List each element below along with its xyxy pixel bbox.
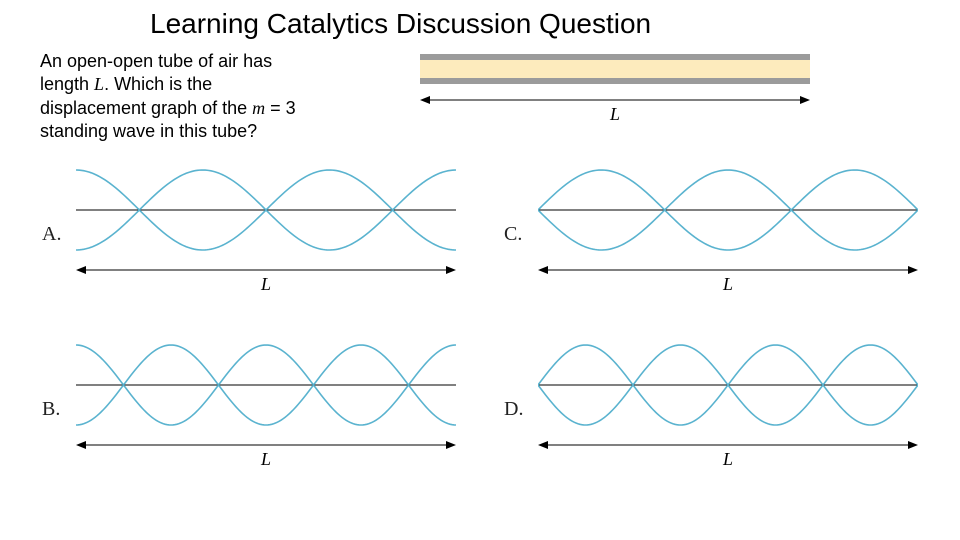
option-d[interactable]: D. L xyxy=(504,337,918,482)
option-a[interactable]: A. L xyxy=(42,162,456,307)
question-prompt: An open-open tube of air has length L. W… xyxy=(40,50,420,144)
wave-diagram: L xyxy=(76,337,456,482)
option-label: B. xyxy=(42,398,70,421)
svg-text:L: L xyxy=(260,274,271,294)
wave-diagram: L xyxy=(538,162,918,307)
option-label: D. xyxy=(504,398,532,421)
option-label: C. xyxy=(504,223,532,246)
option-c[interactable]: C. L xyxy=(504,162,918,307)
page-title: Learning Catalytics Discussion Question xyxy=(150,8,940,40)
svg-text:L: L xyxy=(260,449,271,469)
option-b[interactable]: B. L xyxy=(42,337,456,482)
wave-diagram: L xyxy=(76,162,456,307)
svg-text:L: L xyxy=(609,104,620,124)
option-label: A. xyxy=(42,223,70,246)
svg-text:L: L xyxy=(722,449,733,469)
tube-diagram: L xyxy=(420,54,810,126)
svg-text:L: L xyxy=(722,274,733,294)
options-grid: A. L C. L B. L D. L xyxy=(20,162,940,482)
wave-diagram: L xyxy=(538,337,918,482)
